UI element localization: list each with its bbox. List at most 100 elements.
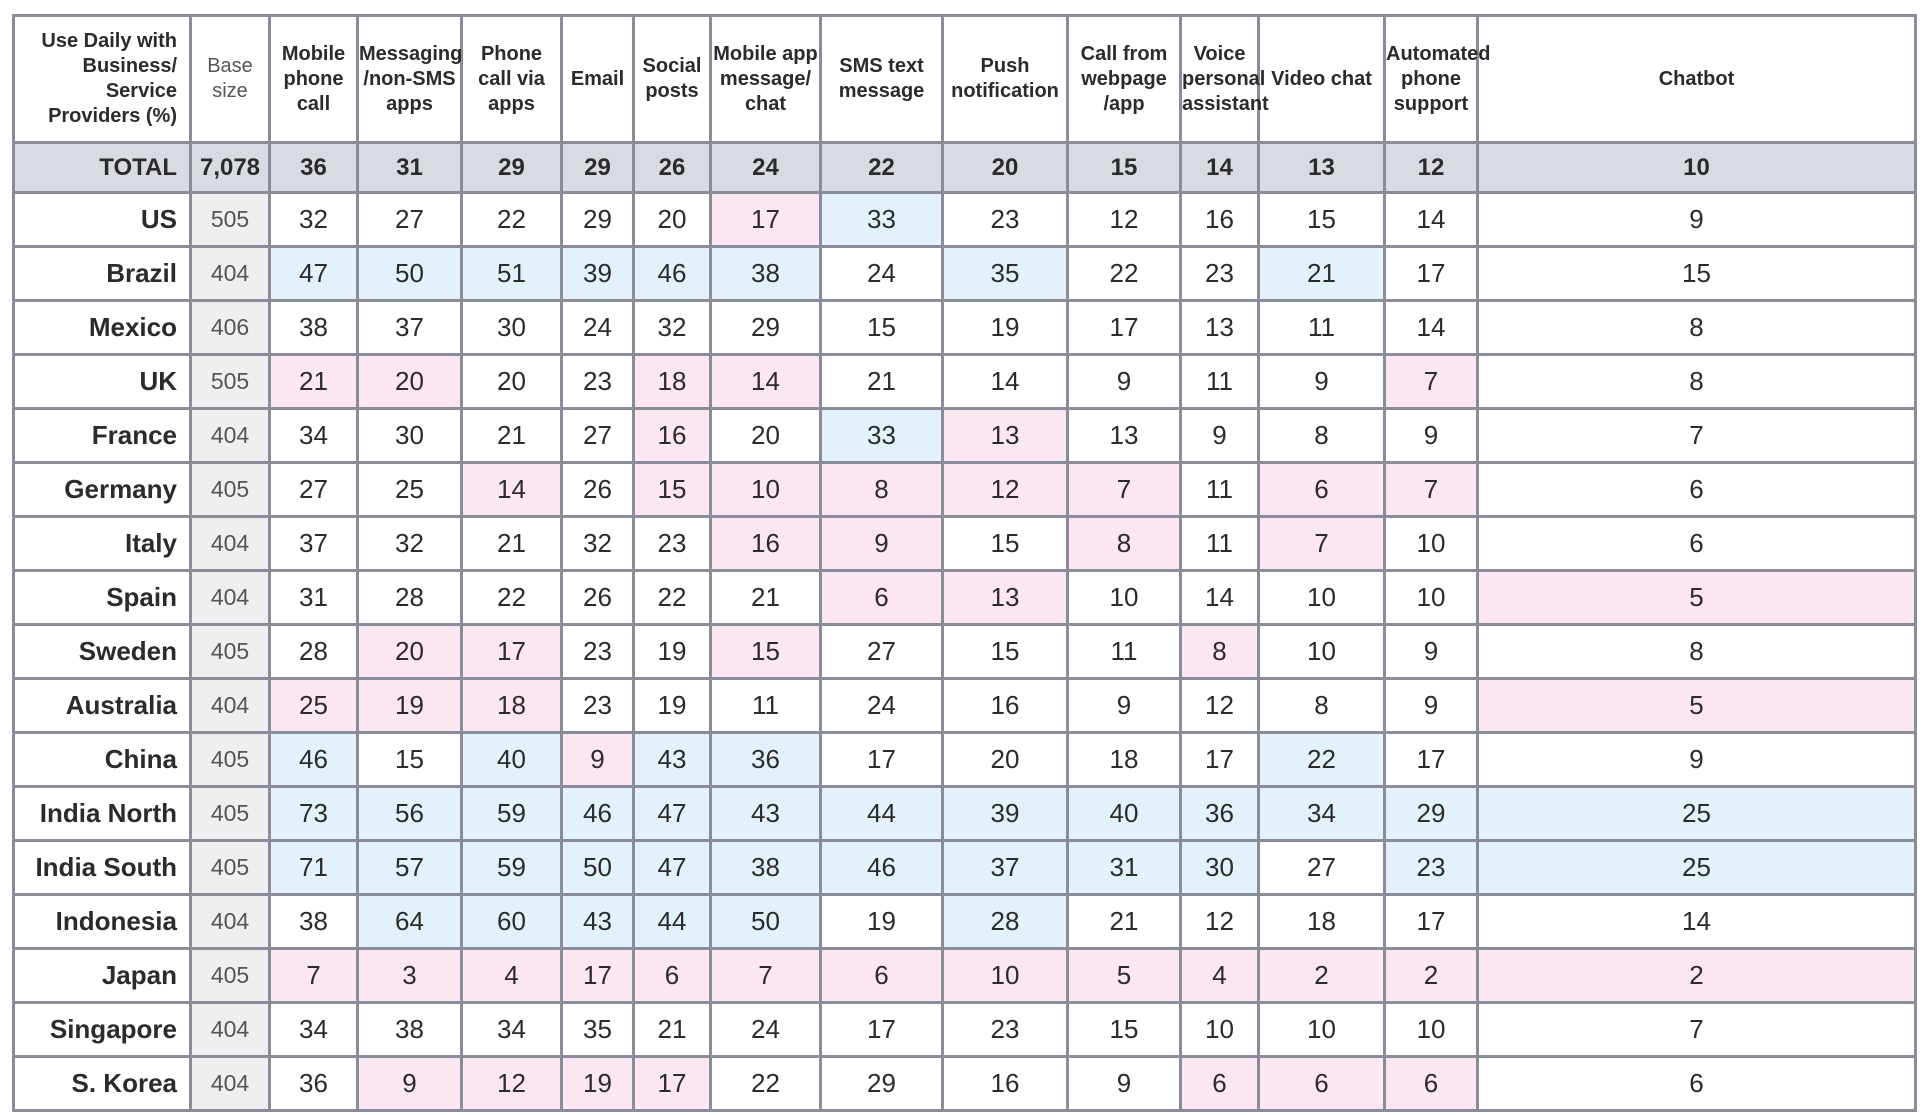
base-size-cell: 404 <box>189 407 271 464</box>
value-cell: 39 <box>560 245 635 302</box>
value-cell: 44 <box>632 893 712 950</box>
table-row: France 404 34 30 21 27 16 20 33 13 13 9 8 9 7 <box>12 407 1917 464</box>
value-cell: 9 <box>1476 191 1917 248</box>
column-header: Social posts <box>632 14 712 144</box>
value-cell: 40 <box>460 731 563 788</box>
value-cell: 21 <box>819 353 944 410</box>
value-cell: 23 <box>632 515 712 572</box>
base-size-cell: 505 <box>189 191 271 248</box>
table-row: Mexico 406 38 37 30 24 32 29 15 19 17 13 11 14 8 <box>12 299 1917 356</box>
total-value-cell: 31 <box>356 141 463 194</box>
value-cell: 10 <box>1179 1001 1260 1058</box>
value-cell: 46 <box>268 731 359 788</box>
value-cell: 10 <box>709 461 822 518</box>
value-cell: 22 <box>1257 731 1386 788</box>
value-cell: 51 <box>460 245 563 302</box>
value-cell: 16 <box>941 677 1069 734</box>
value-cell: 6 <box>632 947 712 1004</box>
column-header: Video chat <box>1257 14 1386 144</box>
country-label: Singapore <box>12 1001 192 1058</box>
value-cell: 10 <box>1383 1001 1479 1058</box>
total-value-cell: 13 <box>1257 141 1386 194</box>
column-header: Voice personal assistant <box>1179 14 1269 144</box>
value-cell: 20 <box>941 731 1069 788</box>
value-cell: 35 <box>941 245 1069 302</box>
value-cell: 29 <box>709 299 822 356</box>
column-header: Mobile app message/ chat <box>709 14 822 144</box>
value-cell: 31 <box>268 569 359 626</box>
base-size-cell: 404 <box>189 677 271 734</box>
value-cell: 47 <box>632 839 712 896</box>
total-value-cell: 15 <box>1066 141 1182 194</box>
value-cell: 7 <box>1066 461 1182 518</box>
base-size-cell: 505 <box>189 353 271 410</box>
table-row: Italy 404 37 32 21 32 23 16 9 15 8 11 7 10 6 <box>12 515 1917 572</box>
value-cell: 71 <box>268 839 359 896</box>
value-cell: 19 <box>819 893 944 950</box>
value-cell: 24 <box>560 299 635 356</box>
value-cell: 12 <box>1179 677 1260 734</box>
value-cell: 22 <box>632 569 712 626</box>
value-cell: 21 <box>1066 893 1182 950</box>
value-cell: 15 <box>819 299 944 356</box>
value-cell: 46 <box>632 245 712 302</box>
value-cell: 16 <box>632 407 712 464</box>
value-cell: 27 <box>356 191 463 248</box>
value-cell: 47 <box>632 785 712 842</box>
value-cell: 10 <box>941 947 1069 1004</box>
country-label: China <box>12 731 192 788</box>
value-cell: 11 <box>709 677 822 734</box>
value-cell: 18 <box>1066 731 1182 788</box>
total-row: TOTAL 7,078 36 31 29 29 26 24 22 20 15 14 13 12 10 <box>12 141 1917 194</box>
country-label: US <box>12 191 192 248</box>
value-cell: 18 <box>1257 893 1386 950</box>
total-base-size: 7,078 <box>189 141 271 194</box>
total-value-cell: 24 <box>709 141 822 194</box>
value-cell: 36 <box>1179 785 1260 842</box>
table-row: UK 505 21 20 20 23 18 14 21 14 9 11 9 7 8 <box>12 353 1917 410</box>
value-cell: 30 <box>460 299 563 356</box>
value-cell: 44 <box>819 785 944 842</box>
value-cell: 59 <box>460 839 563 896</box>
value-cell: 20 <box>356 623 463 680</box>
base-size-cell: 404 <box>189 245 271 302</box>
value-cell: 43 <box>709 785 822 842</box>
value-cell: 9 <box>1179 407 1260 464</box>
value-cell: 27 <box>560 407 635 464</box>
value-cell: 21 <box>1257 245 1386 302</box>
value-cell: 22 <box>460 569 563 626</box>
value-cell: 38 <box>268 299 359 356</box>
country-label: Italy <box>12 515 192 572</box>
table-row: Germany 405 27 25 14 26 15 10 8 12 7 11 6 7 6 <box>12 461 1917 518</box>
total-value-cell: 29 <box>460 141 563 194</box>
value-cell: 12 <box>460 1055 563 1112</box>
value-cell: 56 <box>356 785 463 842</box>
total-value-cell: 26 <box>632 141 712 194</box>
country-label: Japan <box>12 947 192 1004</box>
value-cell: 18 <box>632 353 712 410</box>
corner-header: Use Daily with Business/ Service Provide… <box>12 14 192 144</box>
value-cell: 26 <box>560 569 635 626</box>
table-row: Brazil 404 47 50 51 39 46 38 24 35 22 23 21 17 15 <box>12 245 1917 302</box>
value-cell: 9 <box>1066 1055 1182 1112</box>
value-cell: 11 <box>1066 623 1182 680</box>
value-cell: 47 <box>268 245 359 302</box>
value-cell: 38 <box>709 245 822 302</box>
value-cell: 11 <box>1179 353 1260 410</box>
column-header: Automated phone support <box>1383 14 1490 144</box>
value-cell: 46 <box>560 785 635 842</box>
value-cell: 7 <box>1257 515 1386 572</box>
value-cell: 16 <box>709 515 822 572</box>
value-cell: 14 <box>1179 569 1260 626</box>
value-cell: 12 <box>1179 893 1260 950</box>
value-cell: 64 <box>356 893 463 950</box>
value-cell: 10 <box>1257 1001 1386 1058</box>
value-cell: 10 <box>1383 569 1479 626</box>
value-cell: 8 <box>1066 515 1182 572</box>
usage-table: Use Daily with Business/ Service Provide… <box>12 14 1917 1112</box>
value-cell: 34 <box>460 1001 563 1058</box>
column-header: SMS text message <box>819 14 944 144</box>
value-cell: 22 <box>1066 245 1182 302</box>
value-cell: 10 <box>1383 515 1479 572</box>
value-cell: 28 <box>941 893 1069 950</box>
